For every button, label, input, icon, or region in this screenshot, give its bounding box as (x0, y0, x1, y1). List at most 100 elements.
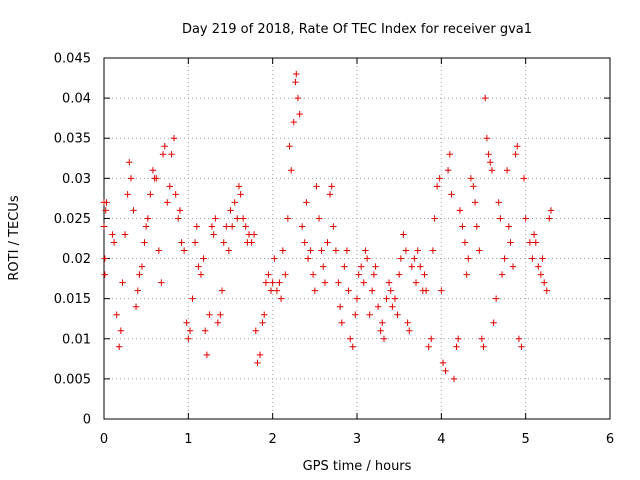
data-point (292, 78, 299, 86)
data-point (380, 335, 388, 342)
data-point (254, 359, 261, 367)
data-point (136, 271, 143, 278)
data-point (547, 207, 555, 214)
data-point (115, 343, 123, 350)
data-point (242, 223, 249, 230)
data-point (261, 311, 268, 318)
data-point (124, 191, 131, 198)
data-point (172, 191, 179, 198)
data-point (526, 239, 534, 246)
data-point (109, 231, 116, 238)
data-point (250, 231, 258, 238)
data-point (178, 239, 185, 246)
data-point (530, 231, 538, 238)
data-point (400, 231, 407, 238)
data-point (374, 303, 382, 310)
data-point (311, 287, 319, 294)
data-point (448, 191, 455, 198)
data-point (191, 239, 199, 246)
data-point (541, 279, 548, 286)
data-point (358, 263, 365, 270)
data-point (395, 271, 403, 278)
data-point (481, 94, 489, 102)
data-point (422, 287, 430, 294)
data-point (273, 287, 281, 294)
data-point (442, 367, 449, 375)
data-point (164, 199, 171, 206)
data-point (485, 151, 492, 158)
data-point (119, 279, 126, 286)
y-axis-label: ROTI / TECUs (7, 195, 22, 280)
data-point (214, 319, 222, 326)
data-point (455, 335, 462, 342)
data-point (259, 319, 266, 326)
data-point (377, 327, 384, 334)
data-point (138, 263, 146, 270)
data-point (212, 215, 219, 222)
data-point (461, 239, 469, 246)
data-point (256, 351, 264, 359)
data-point (121, 231, 129, 238)
x-tick-label: 1 (184, 432, 192, 447)
data-point (220, 239, 227, 246)
data-point (294, 94, 302, 102)
data-point (446, 151, 453, 158)
y-tick-label: 0.025 (54, 212, 91, 227)
data-point (490, 319, 497, 326)
data-point (411, 255, 418, 262)
data-point (328, 183, 335, 190)
data-point (303, 199, 310, 206)
data-point (470, 183, 477, 190)
data-point (176, 207, 184, 214)
data-point (341, 263, 348, 270)
data-point (142, 223, 150, 230)
data-point (202, 327, 209, 334)
data-point (503, 167, 511, 174)
data-point (480, 343, 487, 350)
data-point (370, 271, 378, 278)
data-point (532, 239, 539, 246)
data-point (186, 327, 194, 334)
x-tick-label: 4 (437, 432, 445, 447)
data-point (149, 167, 157, 174)
data-point (353, 295, 361, 302)
data-point (444, 167, 452, 174)
data-point (170, 135, 178, 142)
data-point (277, 295, 285, 302)
data-point (147, 191, 154, 198)
data-point (206, 311, 213, 318)
data-point (428, 335, 435, 342)
data-point (463, 271, 470, 278)
data-point (265, 271, 272, 278)
data-point (425, 343, 432, 350)
data-point (208, 223, 216, 230)
grid (104, 58, 610, 419)
y-tick-label: 0.015 (54, 292, 91, 307)
data-point (360, 279, 367, 286)
data-point (438, 287, 445, 294)
x-tick-label: 0 (100, 432, 108, 447)
data-point (383, 295, 390, 302)
x-tick-label: 5 (522, 432, 530, 447)
data-point (492, 295, 500, 302)
data-point (338, 319, 346, 326)
data-point (290, 118, 297, 126)
data-point (352, 311, 359, 318)
data-point (476, 247, 483, 254)
data-point (512, 151, 519, 158)
data-point (543, 287, 550, 294)
data-point (450, 375, 458, 383)
data-point (408, 263, 416, 270)
data-point (223, 223, 230, 230)
data-point (402, 247, 410, 254)
data-point (252, 327, 259, 334)
data-points (100, 70, 555, 383)
data-point (309, 271, 317, 278)
data-point (459, 223, 466, 230)
data-point (102, 207, 109, 214)
data-point (235, 183, 243, 190)
data-point (488, 167, 496, 174)
data-point (271, 255, 278, 262)
data-point (279, 247, 286, 254)
